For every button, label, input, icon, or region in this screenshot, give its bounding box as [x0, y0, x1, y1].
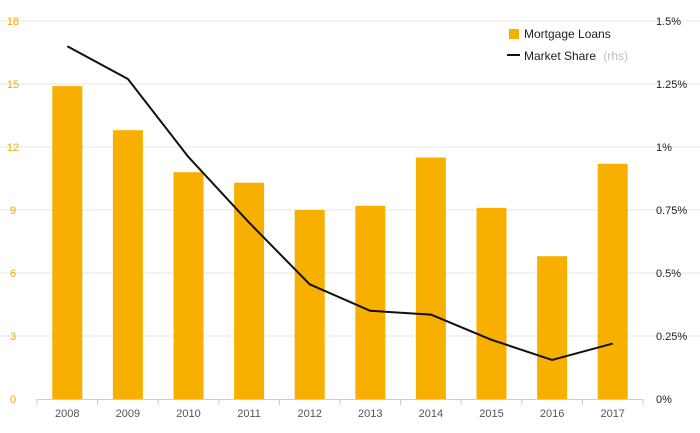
legend-label-mortgage-loans: Mortgage Loans [524, 27, 611, 41]
y-left-tick-label: 12 [7, 142, 19, 154]
bar-2013 [355, 205, 386, 399]
x-tick-label: 2010 [176, 408, 200, 420]
y-left-tick-label: 6 [10, 268, 16, 280]
y-left-tick-label: 18 [7, 16, 19, 28]
x-tick-label: 2013 [358, 408, 382, 420]
market-share-line [66, 45, 613, 361]
legend-label-market-share-suffix: (rhs) [603, 49, 628, 63]
x-tick-label: 2012 [297, 408, 321, 420]
bar-2012 [294, 210, 325, 399]
bar-series-mortgage-loans [52, 86, 628, 399]
y-right-tick-label: 0.75% [656, 205, 687, 217]
x-tick-label: 2011 [237, 408, 261, 420]
y-right-tick-label: 0.5% [656, 268, 681, 280]
x-tick-label: 2008 [55, 408, 79, 420]
legend-label-market-share: Market Share (rhs) [524, 49, 628, 63]
y-left-tick-label: 0 [10, 394, 16, 406]
y-right-tick-label: 1.25% [656, 79, 687, 91]
y-right-tick-label: 1.5% [656, 16, 681, 28]
x-tick-label: 2009 [116, 408, 140, 420]
x-tick-label: 2017 [600, 408, 624, 420]
y-right-tick-label: 1% [656, 142, 672, 154]
legend-label-market-share-name: Market Share [524, 49, 596, 63]
x-tick-label: 2015 [479, 408, 503, 420]
bar-2011 [234, 182, 265, 399]
y-left-tick-label: 9 [10, 205, 16, 217]
bar-2009 [112, 130, 143, 399]
bar-2014 [415, 157, 446, 399]
y-right-tick-label: 0.25% [656, 331, 687, 343]
line-series-market-share [66, 45, 613, 361]
bar-2016 [537, 256, 568, 399]
y-left-tick-label: 15 [7, 79, 19, 91]
y-left-tick-label: 3 [10, 331, 16, 343]
y-right-tick-label: 0% [656, 394, 672, 406]
x-tick-label: 2014 [419, 408, 443, 420]
legend: Mortgage Loans Market Share (rhs) [507, 27, 628, 63]
legend-swatch-mortgage-loans [509, 29, 519, 39]
x-tick-label: 2016 [540, 408, 564, 420]
bar-2010 [173, 172, 204, 399]
bar-2008 [52, 86, 83, 399]
bar-2015 [476, 207, 507, 399]
axes: 0 3 6 9 12 15 18 0% 0.25% 0.5% 0.75% 1% 1.25% 1.5% 200… [7, 16, 688, 420]
gridlines [0, 20, 700, 337]
bar-2017 [597, 163, 628, 399]
